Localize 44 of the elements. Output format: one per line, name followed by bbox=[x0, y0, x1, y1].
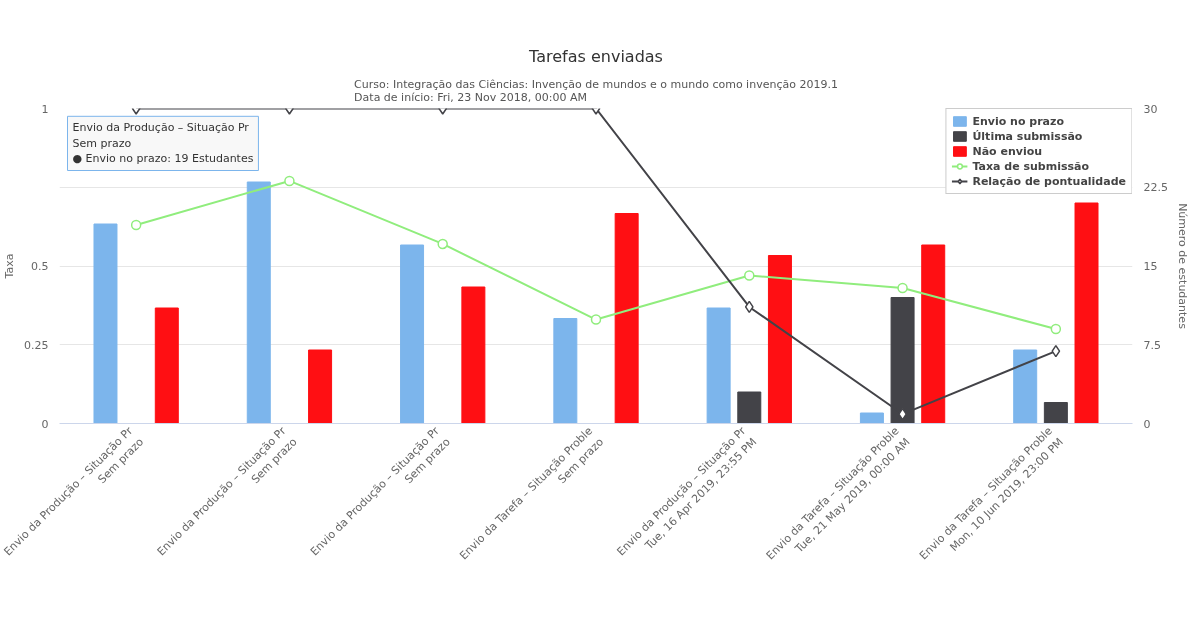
bar bbox=[93, 223, 118, 424]
point bbox=[437, 238, 448, 250]
point bbox=[1050, 323, 1062, 335]
bar bbox=[400, 244, 425, 424]
bar bbox=[737, 391, 762, 424]
legend-label: Relação de pontualidade bbox=[972, 174, 1126, 188]
bar bbox=[921, 244, 946, 424]
legend-label: Não enviou bbox=[972, 144, 1043, 158]
chart-subtitle: Curso: Integração das Ciências: Invenção de mundos e o mundo como invenção 2019.1 Data de início: Fri, 23 Nov 2018, 00:00 AM bbox=[354, 77, 838, 104]
bar bbox=[767, 255, 792, 424]
y2-axis-title: Número de estudantes bbox=[1175, 203, 1189, 330]
bar bbox=[1043, 402, 1068, 424]
bar bbox=[246, 181, 271, 424]
legend-label: Taxa de submissão bbox=[972, 159, 1090, 173]
chart-title: Tarefas enviadas bbox=[528, 46, 663, 66]
y-tick-label: 1 bbox=[41, 102, 49, 116]
legend-label: Última submissão bbox=[972, 129, 1083, 143]
point bbox=[284, 175, 295, 187]
y2-tick-label: 30 bbox=[1143, 102, 1158, 116]
y2-tick-label: 7.5 bbox=[1143, 338, 1161, 352]
bar bbox=[1074, 202, 1099, 424]
bar bbox=[553, 318, 578, 424]
point bbox=[897, 282, 908, 294]
legend-label: Envio no prazo bbox=[972, 114, 1064, 128]
point bbox=[130, 219, 142, 231]
bar bbox=[706, 307, 731, 424]
y2-tick-label: 0 bbox=[1143, 417, 1151, 431]
point bbox=[744, 300, 754, 314]
bar bbox=[154, 307, 179, 424]
annotation: Envio da Produção – Situação Pr Sem prazo ● Envio no prazo: 19 Estudantes bbox=[72, 121, 254, 166]
point bbox=[590, 314, 602, 325]
point bbox=[744, 270, 755, 281]
y-tick-label: 0 bbox=[41, 417, 49, 431]
y-tick-label: 0.5 bbox=[31, 260, 49, 273]
bar bbox=[308, 349, 333, 424]
bar bbox=[614, 213, 639, 424]
bar bbox=[859, 412, 884, 424]
point bbox=[1051, 344, 1061, 358]
y2-tick-label: 15 bbox=[1143, 260, 1158, 273]
y2-tick-label: 22.5 bbox=[1143, 181, 1168, 195]
bar bbox=[1013, 349, 1038, 424]
y-axis-title: Taxa bbox=[3, 253, 17, 280]
y-tick-label: 0.25 bbox=[24, 338, 49, 352]
bar bbox=[461, 286, 486, 424]
